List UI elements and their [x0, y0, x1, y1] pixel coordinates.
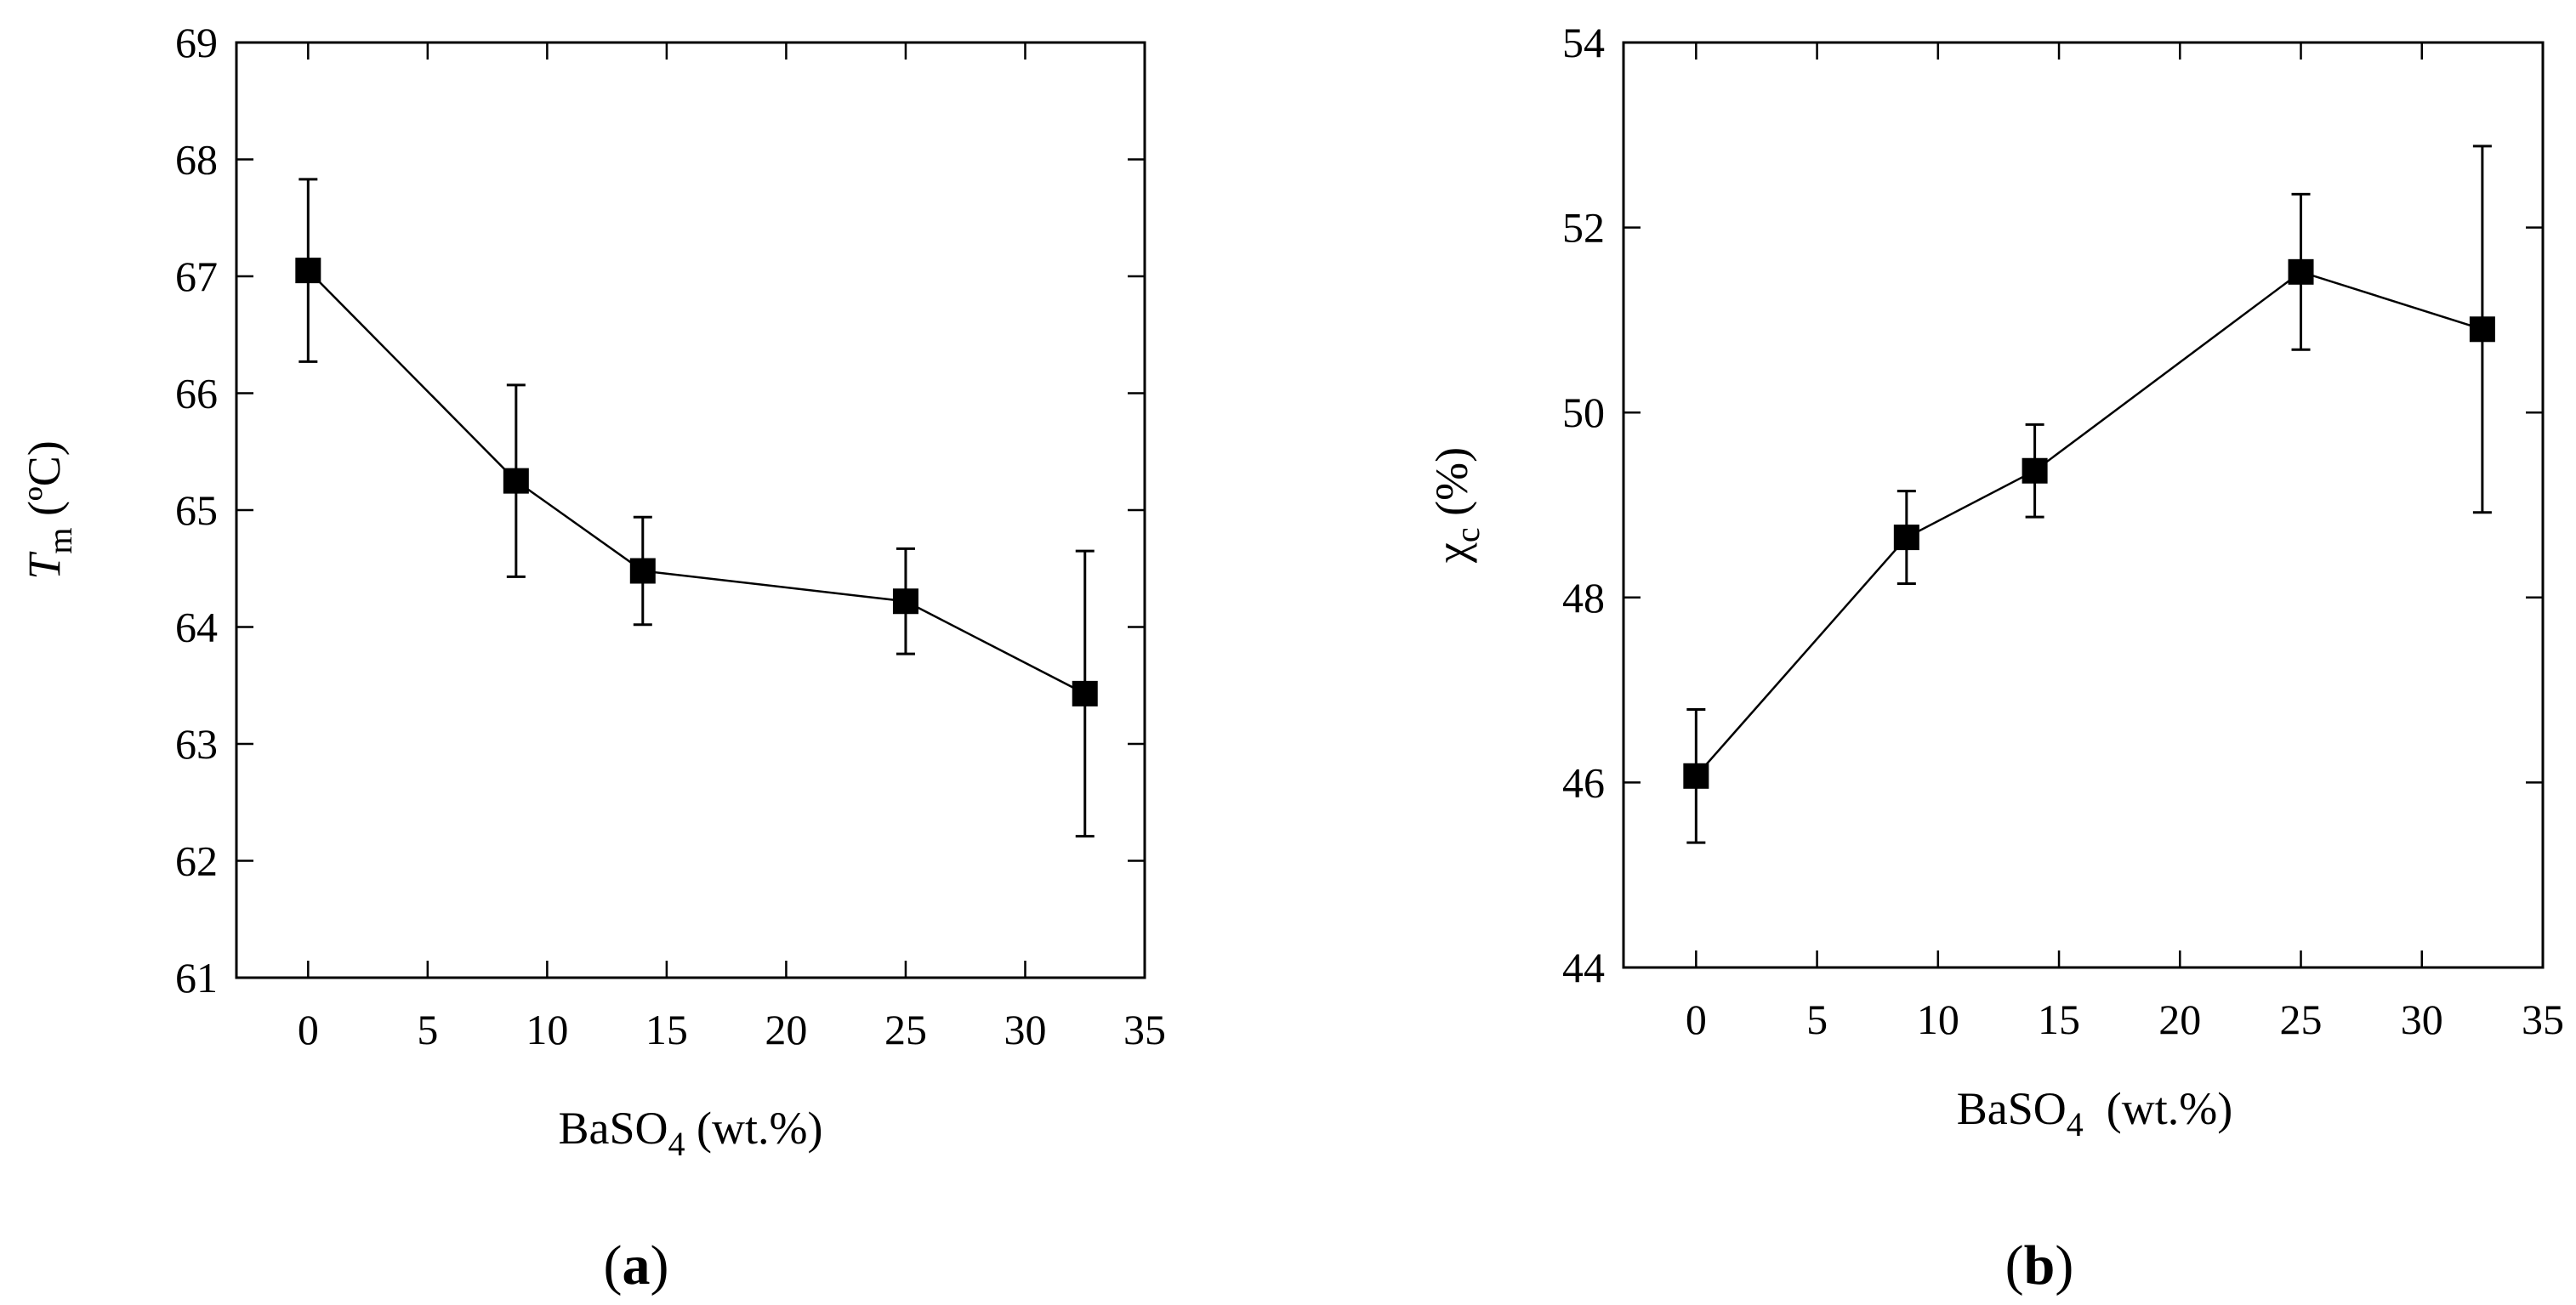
- y-tick-label: 63: [175, 720, 218, 768]
- x-axis-title-b-sub: 4: [2067, 1105, 2084, 1143]
- data-point-marker: [2288, 258, 2314, 285]
- chart-panel-a: 0 5 10 15 20 25 30 35 61 62 63 64 65 66 67 68 69 Tm (ºC)…: [19, 19, 1166, 1296]
- x-tick-label: 35: [1123, 1006, 1166, 1053]
- x-tick-label: 0: [298, 1006, 319, 1053]
- x-axis-title-a-sub: 4: [668, 1125, 685, 1163]
- y-axis-title-b-rest: (%): [1426, 447, 1477, 527]
- y-tick-label: 52: [1562, 204, 1605, 252]
- series-a: [295, 178, 1098, 838]
- y-tick-label: 54: [1562, 19, 1605, 66]
- y-tick-label: 65: [175, 486, 218, 534]
- data-point-marker: [892, 588, 918, 615]
- data-point-marker: [1893, 525, 1919, 551]
- data-point-marker: [629, 558, 656, 584]
- panel-label-a-letter: a: [623, 1234, 651, 1296]
- data-point-marker: [1683, 763, 1709, 789]
- y-tick-label: 67: [175, 252, 218, 300]
- x-tick-label: 35: [2522, 996, 2564, 1043]
- ticks-a: 0 5 10 15 20 25 30 35 61 62 63 64 65 66 67 68 69: [175, 19, 1166, 1053]
- ticks-b: 0 5 10 15 20 25 30 35 44 46 48 50 52 54: [1562, 19, 2564, 1043]
- y-axis-title-a-sub: m: [41, 528, 79, 554]
- x-tick-label: 30: [2401, 996, 2443, 1043]
- y-axis-title-b: χc (%): [1426, 447, 1487, 564]
- x-tick-label: 25: [884, 1006, 927, 1053]
- x-tick-label: 20: [2158, 996, 2201, 1043]
- x-axis-title-a-rest: (wt.%): [685, 1103, 823, 1154]
- x-axis-title-b: BaSO4 (wt.%): [1876, 1083, 2289, 1143]
- x-tick-label: 25: [2280, 996, 2323, 1043]
- x-tick-label: 5: [417, 1006, 438, 1053]
- y-tick-label: 50: [1562, 389, 1605, 436]
- y-tick-label: 66: [175, 370, 218, 417]
- x-axis-title-a-main: BaSO: [559, 1103, 668, 1154]
- y-axis-title-a-rest: (ºC): [19, 440, 70, 527]
- y-tick-label: 69: [175, 19, 218, 66]
- y-axis-title-a: Tm (ºC): [19, 440, 79, 579]
- x-tick-label: 0: [1686, 996, 1707, 1043]
- plot-frame-a: [235, 41, 1146, 979]
- x-tick-label: 15: [2038, 996, 2080, 1043]
- x-tick-label: 15: [645, 1006, 688, 1053]
- x-tick-label: 20: [765, 1006, 807, 1053]
- y-axis-title-b-sub: c: [1448, 527, 1487, 542]
- y-tick-label: 61: [175, 954, 218, 1001]
- x-tick-label: 5: [1806, 996, 1828, 1043]
- x-axis-title-b-main: BaSO: [1957, 1083, 2067, 1134]
- data-point-marker: [1072, 680, 1098, 706]
- panel-label-b: (b): [2005, 1234, 2074, 1296]
- y-tick-label: 64: [175, 604, 218, 651]
- data-point-marker: [295, 258, 321, 284]
- series-line: [307, 270, 1086, 695]
- chart-panel-b: 0 5 10 15 20 25 30 35 44 46 48 50 52 54 χc (%) BaSO4 …: [1426, 19, 2564, 1296]
- panel-label-a: (a): [604, 1234, 669, 1296]
- data-point-marker: [2469, 316, 2495, 343]
- series-line: [1695, 270, 2483, 777]
- data-point-marker: [503, 468, 529, 494]
- y-tick-label: 44: [1562, 944, 1605, 991]
- x-tick-label: 30: [1004, 1006, 1046, 1053]
- series-b: [1683, 145, 2495, 844]
- y-tick-label: 48: [1562, 574, 1605, 621]
- panel-label-b-letter: b: [2024, 1234, 2056, 1296]
- x-axis-title-b-rest: (wt.%): [2084, 1083, 2232, 1134]
- y-tick-label: 46: [1562, 758, 1605, 806]
- data-point-marker: [2022, 457, 2048, 484]
- y-axis-title-a-main: T: [19, 551, 70, 580]
- y-tick-label: 68: [175, 136, 218, 184]
- x-axis-title-a: BaSO4 (wt.%): [559, 1103, 823, 1163]
- y-axis-title-b-main: χ: [1426, 542, 1477, 564]
- y-tick-label: 62: [175, 837, 218, 885]
- x-tick-label: 10: [1917, 996, 1959, 1043]
- x-tick-label: 10: [526, 1006, 568, 1053]
- plot-frame-b: [1622, 41, 2545, 969]
